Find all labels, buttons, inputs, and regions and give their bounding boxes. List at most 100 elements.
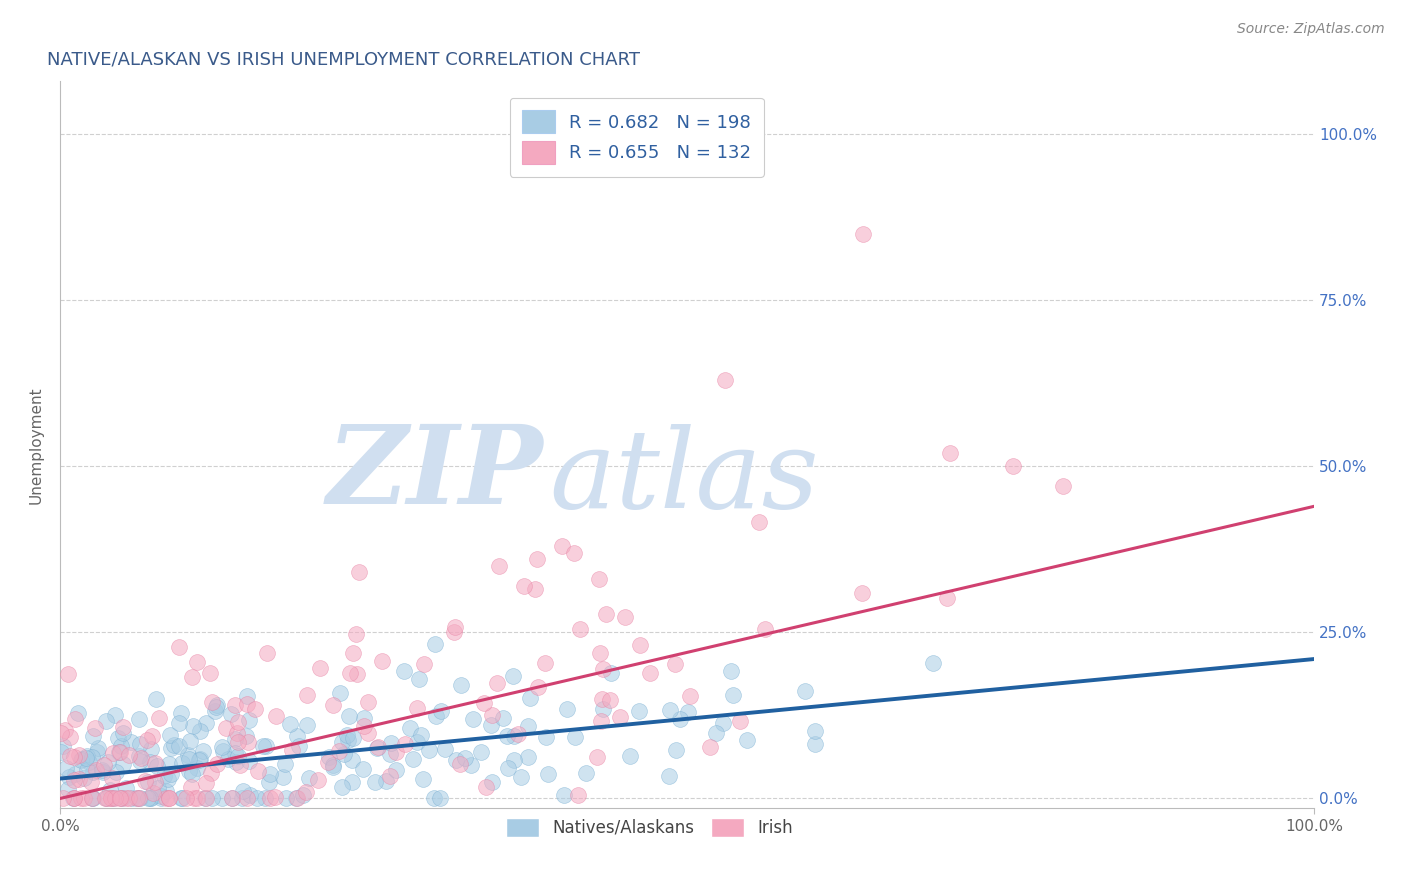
Point [63, 773, 86, 788]
Point [429, 791, 451, 805]
Point [226, 714, 249, 729]
Point [443, 625, 465, 640]
Point [121, 791, 143, 805]
Point [380, 736, 402, 750]
Point [59, 749, 82, 764]
Point [322, 698, 344, 712]
Point [495, 729, 517, 743]
Point [205, 698, 228, 712]
Point [188, 753, 211, 767]
Point [219, 706, 242, 721]
Point [94, 714, 117, 728]
Point [174, 791, 197, 805]
Point [574, 765, 596, 780]
Point [63, 791, 86, 805]
Point [142, 786, 165, 800]
Point [188, 724, 211, 739]
Point [278, 717, 301, 731]
Point [62, 791, 84, 805]
Point [336, 728, 359, 742]
Point [665, 743, 688, 757]
Point [474, 697, 496, 711]
Point [225, 755, 247, 769]
Point [353, 719, 375, 733]
Point [76, 749, 98, 764]
Point [374, 773, 396, 788]
Point [224, 731, 246, 746]
Point [235, 729, 257, 743]
Point [264, 709, 287, 723]
Point [198, 666, 221, 681]
Point [170, 791, 193, 805]
Point [129, 737, 152, 751]
Point [110, 739, 132, 753]
Point [340, 754, 363, 768]
Point [238, 713, 260, 727]
Point [284, 791, 307, 805]
Point [170, 756, 193, 770]
Point [205, 756, 228, 771]
Point [502, 669, 524, 683]
Point [94, 791, 117, 805]
Point [342, 731, 364, 745]
Point [112, 757, 135, 772]
Point [330, 735, 353, 749]
Point [263, 789, 285, 804]
Point [524, 582, 547, 596]
Point [519, 690, 541, 705]
Point [330, 780, 353, 795]
Point [385, 746, 408, 760]
Point [221, 791, 243, 805]
Point [129, 751, 152, 765]
Point [254, 739, 277, 753]
Point [367, 739, 389, 754]
Point [180, 780, 202, 794]
Point [256, 646, 278, 660]
Point [308, 661, 330, 675]
Point [488, 559, 510, 574]
Point [70, 752, 93, 766]
Point [405, 701, 427, 715]
Point [153, 769, 176, 783]
Point [75, 751, 97, 765]
Point [658, 704, 681, 718]
Point [935, 591, 957, 605]
Text: ZIP: ZIP [326, 420, 543, 528]
Point [567, 788, 589, 802]
Point [111, 791, 134, 805]
Point [224, 698, 246, 713]
Point [236, 697, 259, 711]
Point [295, 717, 318, 731]
Point [481, 775, 503, 789]
Point [460, 758, 482, 772]
Point [96, 791, 118, 805]
Point [322, 760, 344, 774]
Point [63, 750, 86, 764]
Point [118, 791, 141, 805]
Point [139, 791, 162, 805]
Point [200, 766, 222, 780]
Point [307, 772, 329, 787]
Point [170, 706, 193, 720]
Point [139, 791, 162, 805]
Point [52, 791, 75, 805]
Point [394, 737, 416, 751]
Point [229, 757, 252, 772]
Point [257, 775, 280, 789]
Point [295, 688, 318, 702]
Point [851, 586, 873, 600]
Point [67, 772, 90, 786]
Point [82, 791, 104, 805]
Point [679, 689, 702, 703]
Point [513, 579, 536, 593]
Point [211, 744, 233, 758]
Point [527, 680, 550, 694]
Point [128, 754, 150, 768]
Point [711, 715, 734, 730]
Point [492, 711, 515, 725]
Point [485, 676, 508, 690]
Point [159, 727, 181, 741]
Point [238, 754, 260, 768]
Point [128, 712, 150, 726]
Point [533, 656, 555, 670]
